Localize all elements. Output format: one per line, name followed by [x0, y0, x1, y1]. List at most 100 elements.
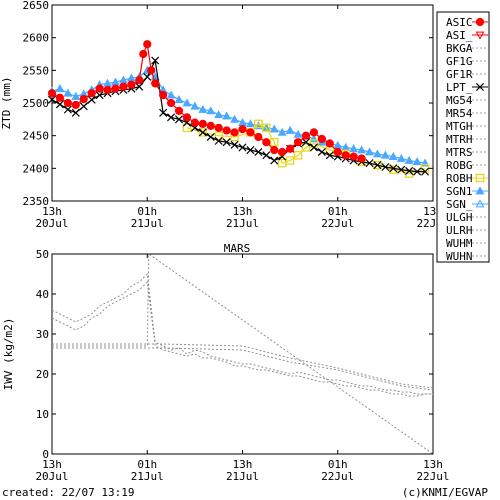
ztd-point-asic — [147, 66, 156, 75]
iwv-y-tick-label: 0 — [42, 448, 49, 461]
iwv-y-tick-label: 40 — [36, 288, 49, 301]
iwv-x-tick-label-time: 13h — [233, 458, 253, 471]
legend-swatch-marker — [475, 186, 485, 195]
ztd-point-asic — [206, 121, 215, 130]
legend-item-mr54: MR54 — [446, 107, 488, 120]
ztd-point-sgn1 — [365, 147, 374, 156]
iwv-series-group — [51, 253, 434, 455]
ztd-point-sgn1 — [372, 149, 382, 158]
ztd-point-asic — [79, 94, 88, 104]
ztd-point-sgn1 — [230, 114, 240, 123]
ztd-plot-frame — [51, 4, 434, 202]
iwv-y-axis: 0 10 20 30 40 50 — [36, 248, 433, 461]
ztd-point-lpt — [254, 147, 263, 157]
ztd-x-tick-label-time: 01h — [328, 205, 348, 218]
legend-label: SGN1 — [446, 185, 473, 198]
iwv-series-line-series-1 — [51, 272, 433, 395]
ztd-point-sgn1 — [198, 104, 208, 113]
legend-label: MR54 — [446, 107, 473, 120]
ztd-x-tick-label-time: 13h — [42, 205, 62, 218]
ztd-point-lpt — [262, 151, 271, 160]
ztd-point-lpt — [421, 167, 430, 176]
ztd-x-tick-label-time: 01h — [137, 205, 157, 218]
legend-label: ROBH — [446, 172, 473, 185]
ztd-point-asic — [301, 131, 311, 140]
ztd-point-asic — [349, 152, 358, 161]
iwv-x-tick-label-time: 01h — [328, 458, 348, 471]
ztd-point-asic — [190, 118, 199, 127]
ztd-point-robh — [182, 123, 192, 133]
iwv-series-line-series-5 — [52, 343, 434, 389]
ztd-y-tick-label: 2600 — [23, 32, 50, 45]
legend-item-asi: ASI_ — [446, 29, 488, 42]
ztd-y-tick-label: 2550 — [23, 64, 50, 77]
ztd-point-asic — [71, 100, 80, 110]
iwv-plot-frame — [51, 253, 434, 455]
legend-label: WUHN — [446, 250, 473, 263]
ztd-y-tick-label: 2450 — [23, 130, 50, 143]
ztd-point-lpt — [206, 132, 215, 141]
legend-item-gf1g: GF1G — [446, 55, 488, 68]
legend-swatch-marker — [475, 82, 485, 92]
ztd-point-lpt — [373, 161, 382, 170]
created-timestamp: created: 22/07 13:19 — [2, 486, 134, 499]
ztd-point-sgn1 — [404, 155, 414, 164]
ztd-point-lpt — [405, 166, 414, 175]
iwv-series-series-3 — [52, 253, 434, 455]
ztd-point-lpt — [87, 95, 96, 104]
ztd-point-lpt — [317, 147, 326, 157]
iwv-x-tick-label-date: 20Jul — [35, 470, 68, 483]
ztd-point-asic — [246, 128, 255, 137]
ztd-x-tick-label-date: 21Jul — [226, 217, 259, 230]
ztd-point-asic — [262, 138, 271, 147]
ztd-point-asic — [333, 147, 342, 157]
ztd-point-asic — [214, 123, 223, 132]
ztd-point-sgn1 — [214, 110, 224, 119]
legend-label: ULGH — [446, 211, 473, 224]
legend-label: LPT_ — [446, 81, 473, 94]
ztd-point-sgn1 — [412, 157, 422, 166]
iwv-panel-title: MARS — [224, 242, 251, 255]
legend-label: BKGA — [446, 42, 473, 55]
ztd-point-sgn1 — [63, 88, 73, 97]
ztd-point-lpt — [365, 159, 374, 168]
ztd-point-sgn1 — [285, 125, 295, 134]
ztd-y-axis-label: ZTD (mm) — [0, 77, 13, 130]
legend-label: GF1G — [446, 55, 473, 68]
ztd-point-asic — [341, 151, 350, 160]
ztd-point-robh — [389, 165, 398, 174]
ztd-point-asic — [87, 89, 96, 98]
iwv-series-line-series-3 — [52, 253, 434, 455]
ztd-point-sgn1 — [174, 95, 184, 104]
ztd-point-asic — [159, 91, 168, 100]
ztd-point-asic — [293, 138, 303, 147]
ztd-point-sgn1 — [166, 90, 176, 99]
ztd-point-sgn1 — [349, 144, 359, 153]
ztd-point-asic — [119, 82, 128, 91]
legend-item-robh: ROBH — [446, 172, 488, 185]
ztd-point-lpt — [151, 56, 160, 65]
ztd-point-lpt — [397, 165, 406, 174]
ztd-point-lpt — [55, 100, 64, 109]
ztd-point-lpt — [167, 113, 176, 122]
legend-item-gf1r: GF1R — [446, 68, 488, 81]
ztd-point-asic — [286, 144, 295, 153]
ztd-point-lpt — [413, 167, 422, 176]
ztd-point-asic — [222, 126, 231, 135]
ztd-y-axis: 2350 2400 2450 2500 2550 2600 2650 — [23, 0, 433, 208]
ztd-point-robh — [404, 169, 414, 178]
ztd-x-tick-label-time: 13h — [233, 205, 253, 218]
ztd-point-robh — [269, 137, 279, 147]
ztd-point-sgn1 — [55, 83, 65, 93]
credit-text: (c)KNMI/EGVAP — [402, 486, 488, 499]
ztd-point-lpt — [230, 140, 239, 149]
iwv-series-series-5 — [52, 343, 434, 389]
legend-label: GF1R — [446, 68, 473, 81]
ztd-y-tick-label: 2500 — [23, 97, 50, 110]
legend-label: ROBG — [446, 159, 473, 172]
ztd-point-lpt — [135, 82, 144, 91]
ztd-point-asic — [47, 89, 57, 98]
ztd-point-sgn1 — [277, 127, 287, 136]
